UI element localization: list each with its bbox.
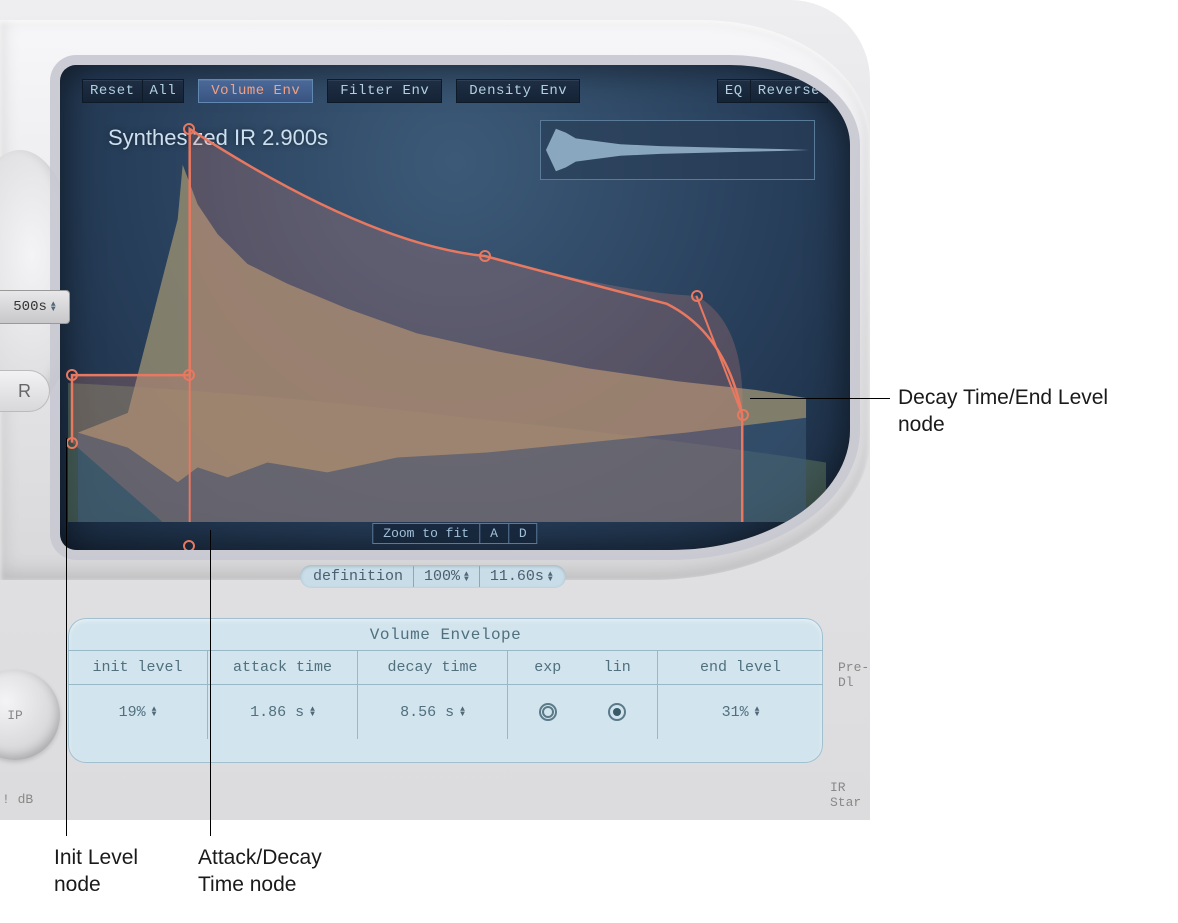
stepper-arrows-icon: ▲▼ — [464, 572, 469, 582]
volume-envelope-panel: Volume Envelope init level attack time d… — [68, 618, 823, 763]
definition-row: definition 100% ▲▼ 11.60s ▲▼ — [300, 565, 566, 588]
anno-line-decay — [750, 398, 890, 399]
header-end-level: end level — [658, 651, 823, 684]
zoom-d-button[interactable]: D — [509, 524, 537, 543]
init-level-stepper[interactable]: 19% ▲▼ — [68, 685, 208, 739]
stepper-arrows-icon: ▲▼ — [460, 707, 465, 717]
definition-time-stepper[interactable]: 11.60s ▲▼ — [480, 566, 563, 587]
anno-init: Init Level node — [54, 844, 174, 899]
stepper-arrows-icon: ▲▼ — [51, 302, 56, 312]
decay-time-stepper[interactable]: 8.56 s ▲▼ — [358, 685, 508, 739]
end-level-stepper[interactable]: 31% ▲▼ — [658, 685, 823, 739]
panel-values: 19% ▲▼ 1.86 s ▲▼ 8.56 s ▲▼ 31% ▲▼ — [68, 685, 823, 739]
decay-end-node[interactable] — [737, 409, 749, 421]
side-r-button[interactable]: R — [0, 370, 50, 412]
init-level-node[interactable] — [66, 369, 78, 381]
db-label: ! dB — [2, 792, 33, 807]
definition-value-stepper[interactable]: 100% ▲▼ — [414, 566, 480, 587]
init-level-node-2[interactable] — [66, 437, 78, 449]
top-bar: Reset All Volume Env Filter Env Density … — [82, 77, 828, 105]
plugin-frame: Reset All Volume Env Filter Env Density … — [0, 0, 870, 820]
panel-title: Volume Envelope — [68, 618, 823, 650]
side-knob[interactable]: IP — [0, 670, 60, 760]
reverse-button[interactable]: Reverse — [750, 79, 828, 103]
panel-headers: init level attack time decay time exp li… — [68, 650, 823, 685]
stepper-arrows-icon: ▲▼ — [310, 707, 315, 717]
stepper-arrows-icon: ▲▼ — [152, 707, 157, 717]
reset-button[interactable]: Reset — [82, 79, 143, 103]
density-env-tab[interactable]: Density Env — [456, 79, 580, 103]
anno-line-attack — [210, 530, 211, 836]
anno-attack-decay: Attack/Decay Time node — [198, 844, 358, 899]
side-time-stepper[interactable]: 500s ▲▼ — [0, 290, 70, 324]
zoom-to-fit-button[interactable]: Zoom to fit — [373, 524, 480, 543]
attack-top-node[interactable] — [183, 123, 195, 135]
lin-radio[interactable] — [608, 703, 626, 721]
header-attack-time: attack time — [208, 651, 358, 684]
predl-label: Pre-Dl — [838, 660, 870, 690]
filter-env-tab[interactable]: Filter Env — [327, 79, 442, 103]
volume-env-tab[interactable]: Volume Env — [198, 79, 313, 103]
header-mode: exp lin — [508, 651, 658, 684]
zoom-controls: Zoom to fit A D — [372, 523, 537, 544]
mid-curve-node[interactable] — [479, 250, 491, 262]
exp-radio[interactable] — [539, 703, 557, 721]
header-init-level: init level — [68, 651, 208, 684]
screen-area: Reset All Volume Env Filter Env Density … — [60, 65, 850, 550]
stepper-arrows-icon: ▲▼ — [755, 707, 760, 717]
all-button[interactable]: All — [142, 79, 185, 103]
definition-label: definition — [303, 566, 414, 587]
decay-handle-node[interactable] — [691, 290, 703, 302]
anno-decay-end: Decay Time/End Level node — [898, 384, 1138, 439]
attack-decay-node[interactable] — [183, 369, 195, 381]
zoom-a-button[interactable]: A — [480, 524, 509, 543]
eq-button[interactable]: EQ — [717, 79, 751, 103]
stepper-arrows-icon: ▲▼ — [548, 572, 553, 582]
envelope-display[interactable] — [68, 125, 826, 522]
attack-bottom-node[interactable] — [183, 540, 195, 550]
header-decay-time: decay time — [358, 651, 508, 684]
anno-line-init — [66, 438, 67, 836]
attack-time-stepper[interactable]: 1.86 s ▲▼ — [208, 685, 358, 739]
irstar-label: IR Star — [830, 780, 870, 810]
